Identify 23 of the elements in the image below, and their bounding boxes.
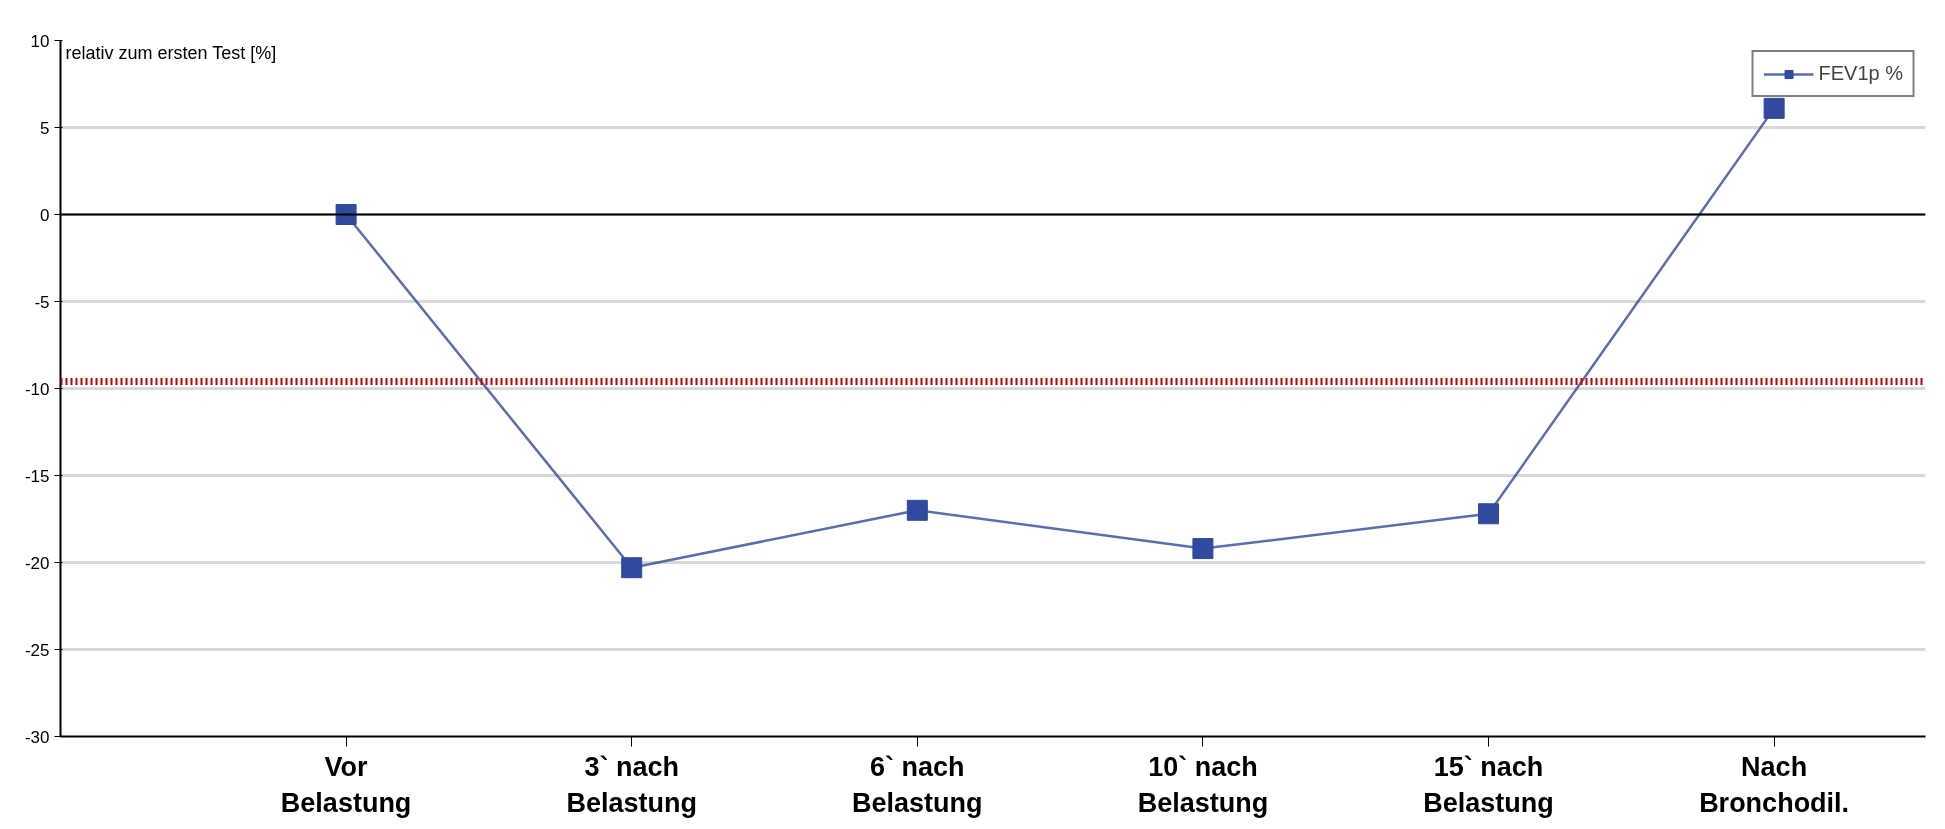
point [1192, 538, 1214, 560]
point [1478, 503, 1500, 525]
y-tick-label: 10 [30, 31, 50, 51]
x-tick-label: 10` nach Belastung [1137, 751, 1269, 818]
point [1763, 97, 1785, 119]
y-axis-title: relativ zum ersten Test [%] [65, 42, 277, 63]
x-tick-label: 15` nach Belastung [1423, 751, 1554, 818]
y-tick-label: -5 [34, 292, 50, 312]
point [335, 204, 357, 225]
y-tick-label: -25 [24, 640, 50, 660]
y-tick-label: -15 [24, 466, 50, 486]
x-tick-label: Vor Belastung [280, 751, 412, 818]
y-tick-label: 5 [40, 118, 50, 138]
x-tick-label: 3` nach Belastung [566, 751, 697, 818]
point [906, 499, 928, 521]
point [621, 557, 643, 579]
y-tick-label: -10 [24, 379, 50, 399]
x-tick-label: Nach Bronchodil. [1699, 751, 1850, 818]
y-tick-label: -30 [24, 727, 50, 747]
y-tick-label: 0 [40, 205, 50, 225]
y-tick-label: -20 [24, 553, 50, 573]
legend-label: FEV1p % [1818, 62, 1903, 85]
x-tick-label: 6` nach Belastung [852, 751, 983, 818]
